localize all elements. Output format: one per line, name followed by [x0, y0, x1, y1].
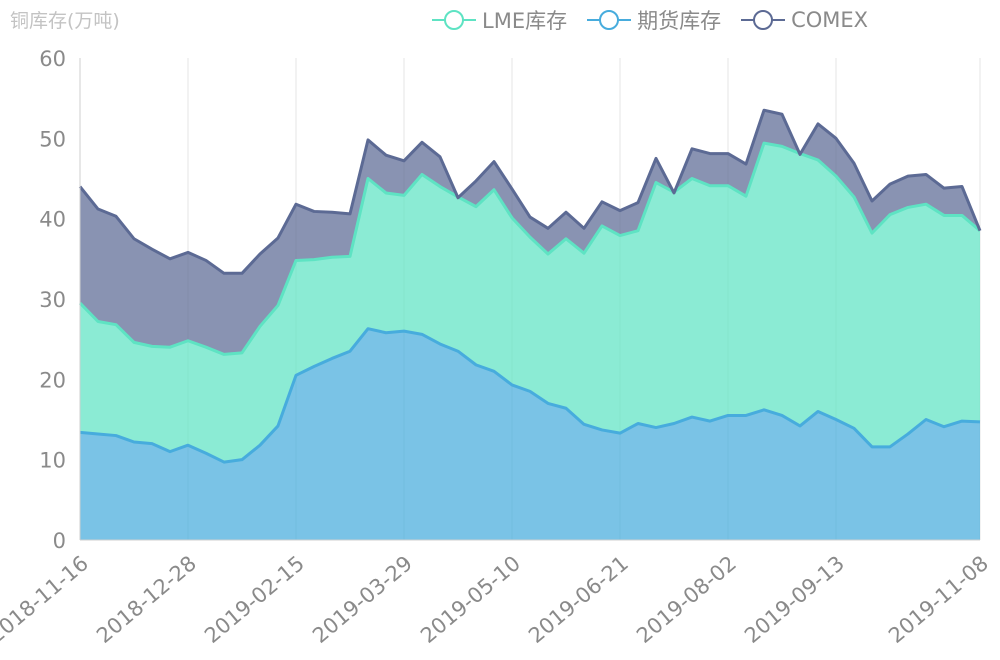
legend-label-futures: 期货库存	[637, 9, 722, 33]
legend-item-comex[interactable]: COMEX	[741, 8, 868, 32]
legend-label-comex: COMEX	[791, 8, 869, 32]
x-tick-label-5: 2019-06-21	[524, 551, 633, 648]
x-tick-label-2: 2019-02-15	[200, 551, 309, 648]
x-tick-label-8: 2019-11-08	[884, 551, 993, 648]
x-tick-label-0: 2018-11-16	[0, 551, 93, 648]
x-tick-label-7: 2019-09-13	[740, 551, 849, 648]
y-unit-label: 铜库存(万吨)	[10, 10, 120, 32]
legend-marker-futures	[587, 10, 632, 30]
legend: LME库存 期货库存 COMEX	[432, 6, 868, 34]
y-tick-label-40: 40	[39, 208, 66, 232]
y-tick-label-0: 0	[53, 529, 66, 553]
x-tick-label-3: 2019-03-29	[308, 551, 417, 648]
y-tick-label-20: 20	[39, 368, 66, 392]
area-series-2	[80, 110, 980, 355]
line-series-1	[78, 141, 981, 356]
y-tick-label-10: 10	[39, 449, 66, 473]
line-series-0	[79, 327, 981, 464]
x-tick-label-4: 2019-05-10	[416, 551, 525, 648]
y-tick-label-50: 50	[39, 127, 66, 151]
area-series-1	[80, 143, 980, 463]
legend-item-futures[interactable]: 期货库存	[587, 5, 721, 35]
line-series-2	[78, 108, 982, 275]
y-tick-label-60: 60	[39, 47, 66, 71]
y-tick-label-30: 30	[39, 288, 66, 312]
area-series-0	[80, 328, 980, 540]
legend-marker-lme	[432, 10, 476, 30]
legend-label-lme: LME库存	[482, 9, 568, 33]
x-tick-label-1: 2018-12-28	[92, 551, 201, 648]
x-tick-label-6: 2019-08-02	[632, 551, 741, 648]
legend-marker-comex	[741, 10, 786, 30]
legend-item-lme[interactable]: LME库存	[432, 5, 567, 35]
